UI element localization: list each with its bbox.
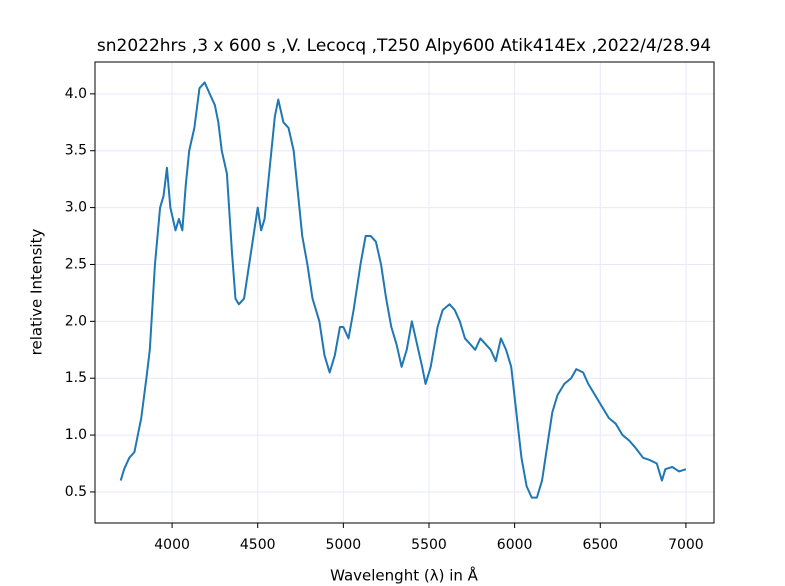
y-tick-label: 2.0 (65, 313, 87, 329)
y-tick-label: 2.5 (65, 256, 87, 272)
data-line (119, 81, 687, 499)
y-tick-label: 4.0 (65, 86, 87, 102)
x-tick-label: 4000 (154, 537, 190, 553)
y-tick-label: 3.5 (65, 143, 87, 159)
x-tick-label: 7000 (668, 537, 704, 553)
x-tick-label: 6500 (582, 537, 618, 553)
plot-frame (94, 61, 715, 524)
y-tick-label: 0.5 (65, 484, 87, 500)
y-tick-label: 1.0 (65, 427, 87, 443)
chart-title: sn2022hrs ,3 x 600 s ,V. Lecocq ,T250 Al… (97, 36, 711, 56)
y-tick-label: 3.0 (65, 200, 87, 216)
x-tick-label: 6000 (497, 537, 533, 553)
x-tick-label: 4500 (240, 537, 276, 553)
x-axis-label: Wavelenght (λ) in Å (330, 566, 479, 585)
x-tick-label: 5500 (411, 537, 447, 553)
y-axis-label: relative Intensity (28, 229, 46, 356)
x-tick-label: 5000 (326, 537, 362, 553)
y-tick-label: 1.5 (65, 370, 87, 386)
